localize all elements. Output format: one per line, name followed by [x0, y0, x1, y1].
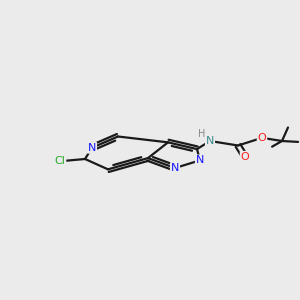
Text: Cl: Cl [55, 156, 65, 166]
Text: O: O [258, 133, 266, 143]
Text: N: N [206, 136, 214, 146]
Text: N: N [196, 155, 204, 165]
Text: H: H [198, 129, 206, 139]
Text: O: O [241, 152, 249, 162]
Text: N: N [88, 143, 96, 153]
Text: N: N [171, 163, 179, 173]
